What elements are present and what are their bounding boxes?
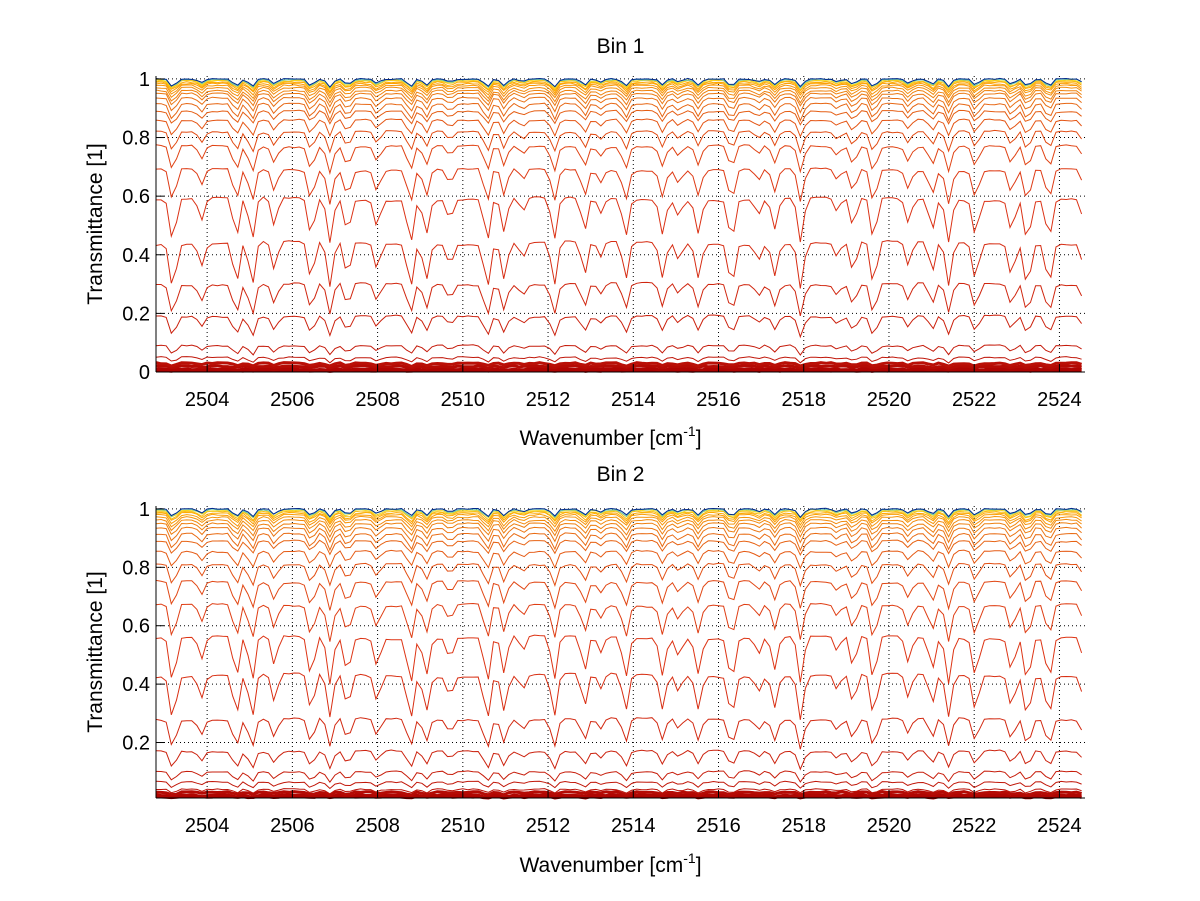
y-axis-label: Transmittance [1] bbox=[84, 571, 107, 732]
series-line-16 bbox=[156, 532, 1082, 552]
x-tick-label: 2512 bbox=[526, 815, 571, 837]
x-tick-label: 2504 bbox=[185, 389, 230, 411]
subplot-2: 2504 2506 2508 2510 2512 2514 2516 2518 2520 2522… bbox=[84, 463, 1085, 877]
x-tick-label: 2522 bbox=[952, 815, 997, 837]
series-line-2 bbox=[155, 792, 1082, 800]
series-line-18 bbox=[155, 92, 1082, 108]
x-tick-label: 2510 bbox=[441, 815, 486, 837]
series-line-21 bbox=[155, 513, 1082, 526]
series-line-20 bbox=[155, 86, 1082, 100]
x-tick-label: 2518 bbox=[781, 815, 826, 837]
series-line-22 bbox=[155, 511, 1082, 524]
y-tick-label: 0 bbox=[139, 362, 150, 384]
x-tick-label: 2506 bbox=[270, 815, 315, 837]
series-line-19 bbox=[155, 518, 1082, 534]
x-tick-label: 2504 bbox=[185, 815, 230, 837]
series-line-20 bbox=[155, 515, 1082, 530]
y-axis-label: Transmittance [1] bbox=[84, 143, 107, 304]
series-line-6 bbox=[155, 770, 1082, 783]
x-tick-label: 2516 bbox=[696, 815, 741, 837]
x-tick-label: 2508 bbox=[355, 389, 400, 411]
y-tick-label: 0.4 bbox=[122, 674, 150, 696]
y-tick-label: 0.6 bbox=[122, 186, 150, 208]
chart-title: Bin 2 bbox=[597, 463, 645, 486]
series-line-14 bbox=[155, 118, 1082, 138]
x-tick-label: 2524 bbox=[1037, 389, 1082, 411]
series-line-8 bbox=[155, 717, 1083, 750]
series-line-17 bbox=[155, 96, 1082, 115]
series-line-10 bbox=[156, 196, 1083, 243]
x-tick-label: 2512 bbox=[526, 389, 571, 411]
y-tick-label: 0.8 bbox=[122, 557, 150, 579]
plot-area bbox=[156, 506, 1085, 798]
x-tick-label: 2516 bbox=[696, 389, 741, 411]
series-line-26 bbox=[155, 78, 1082, 89]
y-tick-label: 0.4 bbox=[122, 245, 150, 267]
x-tick-label: 2520 bbox=[867, 815, 912, 837]
subplot-1: 2504 2506 2508 2510 2512 2514 2516 2518 2520 2522… bbox=[84, 35, 1085, 450]
series-line-22 bbox=[155, 82, 1082, 94]
x-tick-label: 2520 bbox=[867, 389, 912, 411]
series-line-17 bbox=[155, 526, 1082, 544]
series-line-23 bbox=[155, 81, 1082, 93]
x-axis-label: Wavenumber [cm-1] bbox=[519, 850, 701, 877]
chart-title: Bin 1 bbox=[597, 35, 645, 58]
series-line-13 bbox=[155, 129, 1083, 155]
series-line-26 bbox=[155, 507, 1082, 519]
series-line-5 bbox=[155, 780, 1082, 790]
series-line-12 bbox=[155, 144, 1083, 176]
series-line-23 bbox=[155, 510, 1082, 522]
series-line-4 bbox=[155, 361, 1083, 369]
y-tick-label: 0.2 bbox=[122, 733, 150, 755]
series-line-4 bbox=[156, 788, 1082, 795]
series-line-8 bbox=[156, 281, 1083, 317]
series-line-14 bbox=[155, 549, 1082, 570]
series-line-24 bbox=[155, 79, 1082, 91]
series-line-3 bbox=[155, 364, 1082, 371]
series-line-19 bbox=[155, 89, 1082, 104]
series-line-9 bbox=[155, 672, 1083, 720]
x-tick-label: 2518 bbox=[781, 389, 826, 411]
series-line-3 bbox=[155, 789, 1082, 797]
series-line-12 bbox=[155, 579, 1083, 611]
series-line-5 bbox=[155, 356, 1082, 364]
series-line-27 bbox=[155, 77, 1082, 88]
series-line-25 bbox=[155, 508, 1082, 519]
x-tick-label: 2510 bbox=[441, 389, 486, 411]
series-line-11 bbox=[155, 167, 1083, 205]
x-tick-label: 2522 bbox=[952, 389, 997, 411]
series-line-7 bbox=[155, 314, 1083, 339]
plot-area bbox=[156, 76, 1085, 372]
series-line-16 bbox=[155, 102, 1082, 122]
series-line-10 bbox=[155, 634, 1083, 685]
y-tick-label: 1 bbox=[139, 69, 150, 91]
y-tick-label: 1 bbox=[139, 499, 150, 521]
y-tick-label: 0.8 bbox=[122, 128, 150, 150]
x-tick-label: 2508 bbox=[355, 815, 400, 837]
series-line-6 bbox=[155, 344, 1082, 356]
series-line-2 bbox=[155, 366, 1082, 373]
series-line-21 bbox=[155, 84, 1082, 97]
x-tick-label: 2514 bbox=[611, 815, 656, 837]
series-line-9 bbox=[155, 240, 1083, 289]
series-line-7 bbox=[155, 749, 1082, 771]
x-tick-label: 2514 bbox=[611, 389, 656, 411]
series-line-15 bbox=[156, 539, 1082, 557]
y-tick-label: 0.2 bbox=[122, 303, 150, 325]
y-tick-label: 0.6 bbox=[122, 616, 150, 638]
x-tick-label: 2506 bbox=[270, 389, 315, 411]
x-axis-label: Wavenumber [cm-1] bbox=[519, 423, 701, 450]
series-line-15 bbox=[155, 109, 1082, 126]
series-line-11 bbox=[155, 602, 1083, 642]
series-line-13 bbox=[155, 562, 1083, 588]
x-tick-label: 2524 bbox=[1037, 815, 1082, 837]
series-line-18 bbox=[155, 522, 1082, 539]
